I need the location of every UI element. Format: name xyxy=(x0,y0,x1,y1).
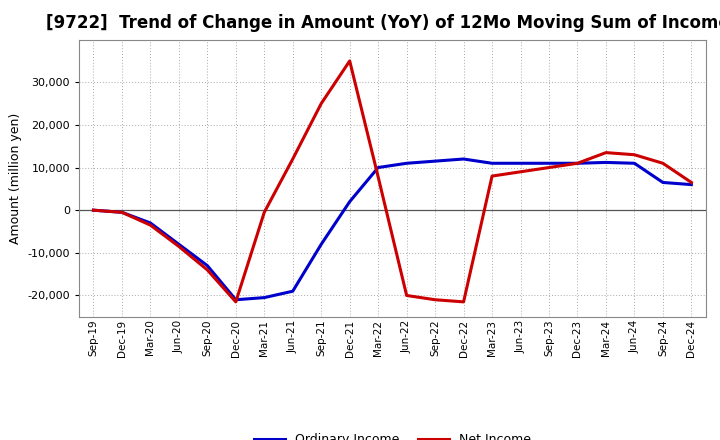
Ordinary Income xyxy=(346,199,354,204)
Net Income xyxy=(630,152,639,158)
Ordinary Income xyxy=(516,161,525,166)
Net Income xyxy=(203,267,212,272)
Net Income xyxy=(659,161,667,166)
Ordinary Income xyxy=(289,289,297,294)
Net Income xyxy=(374,174,382,180)
Ordinary Income xyxy=(431,158,439,164)
Ordinary Income xyxy=(174,242,183,247)
Net Income xyxy=(487,173,496,179)
Net Income xyxy=(545,165,554,170)
Ordinary Income xyxy=(203,263,212,268)
Ordinary Income xyxy=(89,208,98,213)
Net Income xyxy=(117,210,126,215)
Net Income xyxy=(260,210,269,215)
Ordinary Income xyxy=(545,161,554,166)
Net Income xyxy=(146,223,155,228)
Net Income xyxy=(431,297,439,302)
Line: Net Income: Net Income xyxy=(94,61,691,302)
Net Income xyxy=(317,101,325,106)
Net Income xyxy=(459,299,468,304)
Net Income xyxy=(602,150,611,155)
Ordinary Income xyxy=(117,210,126,215)
Net Income xyxy=(289,156,297,161)
Net Income xyxy=(516,169,525,174)
Net Income xyxy=(232,299,240,304)
Ordinary Income xyxy=(260,295,269,300)
Ordinary Income xyxy=(374,165,382,170)
Ordinary Income xyxy=(402,161,411,166)
Ordinary Income xyxy=(630,161,639,166)
Ordinary Income xyxy=(659,180,667,185)
Ordinary Income xyxy=(573,161,582,166)
Net Income xyxy=(687,180,696,185)
Net Income xyxy=(573,161,582,166)
Ordinary Income xyxy=(317,242,325,247)
Net Income xyxy=(174,244,183,249)
Y-axis label: Amount (million yen): Amount (million yen) xyxy=(9,113,22,244)
Title: [9722]  Trend of Change in Amount (YoY) of 12Mo Moving Sum of Incomes: [9722] Trend of Change in Amount (YoY) o… xyxy=(45,15,720,33)
Legend: Ordinary Income, Net Income: Ordinary Income, Net Income xyxy=(248,429,536,440)
Ordinary Income xyxy=(487,161,496,166)
Ordinary Income xyxy=(232,297,240,302)
Ordinary Income xyxy=(146,220,155,226)
Ordinary Income xyxy=(602,160,611,165)
Net Income xyxy=(346,58,354,63)
Net Income xyxy=(89,208,98,213)
Net Income xyxy=(402,293,411,298)
Line: Ordinary Income: Ordinary Income xyxy=(94,159,691,300)
Ordinary Income xyxy=(459,156,468,161)
Ordinary Income xyxy=(687,182,696,187)
